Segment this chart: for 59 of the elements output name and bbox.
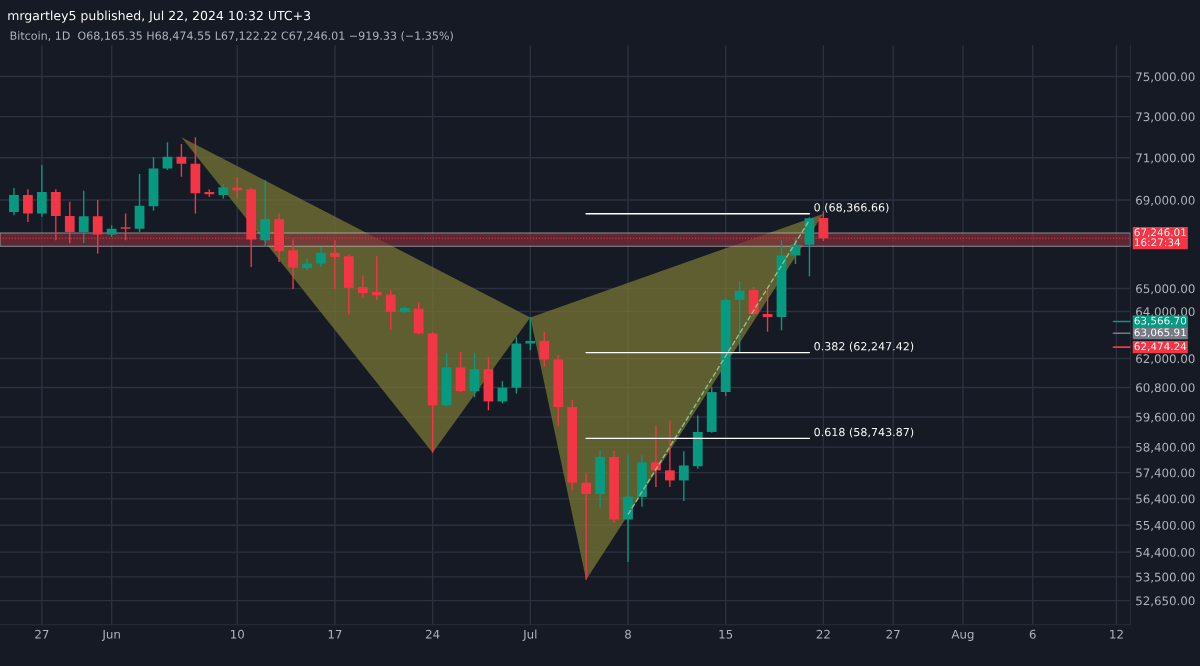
x-tick-label: 12 [1110, 629, 1123, 639]
x-tick-label: 8 [625, 629, 631, 639]
x-tick-label: 27 [886, 629, 900, 639]
candlestick [357, 274, 368, 300]
y-tick-label: 56,400.00 [1136, 494, 1195, 505]
candlestick [651, 424, 661, 488]
candlestick [469, 352, 480, 398]
candlestick [316, 246, 326, 268]
y-tick-label: 60,800.00 [1136, 383, 1195, 394]
candlestick [385, 289, 396, 331]
y-tick-label: 53,500.00 [1136, 572, 1195, 583]
series-label: 0 (68,366.66) [814, 202, 889, 213]
chart-subtitle: Bitcoin, 1D O68,165.35 H68,474.55 L67,122.22 C67,246.01 −919.33 (−1.35%) [10, 31, 453, 42]
candlestick [678, 450, 689, 502]
ref-line-label: 63,566.70 [1134, 316, 1187, 326]
candlestick [762, 287, 773, 333]
ref-line-label: 62,474.24 [1134, 342, 1187, 352]
candlestick [9, 187, 19, 216]
y-tick-label: 52,650.00 [1136, 596, 1195, 607]
y-tick-label: 69,000.00 [1136, 195, 1195, 206]
candlestick [539, 331, 550, 368]
x-tick-label: Jun [101, 629, 120, 641]
x-tick-label: 22 [816, 629, 830, 639]
ref-line-label: 63,065.91 [1134, 328, 1186, 338]
chart-title: mrgartley5 published, Jul 22, 2024 10:32 UTC+3 [8, 10, 311, 23]
y-tick-label: 57,400.00 [1136, 468, 1195, 479]
x-tick-label: 27 [35, 629, 49, 639]
y-tick-label: 75,000.00 [1136, 72, 1195, 83]
candlestick [525, 316, 536, 351]
y-tick-label: 73,000.00 [1136, 112, 1195, 123]
candlestick [581, 472, 592, 581]
candlestick [23, 188, 33, 223]
ref-line-label: 67,246.01 16:27:34 [1134, 228, 1186, 247]
x-tick-label: 15 [719, 629, 733, 639]
x-tick-label: 10 [231, 629, 244, 639]
candlestick [623, 454, 633, 563]
y-tick-label: 55,400.00 [1136, 520, 1195, 532]
candlestick [78, 190, 89, 244]
y-tick-label: 62,000.00 [1136, 354, 1195, 365]
y-tick-label: 58,400.00 [1136, 442, 1195, 453]
candlestick [36, 164, 47, 218]
candlestick [288, 238, 298, 290]
x-tick-label: Jul [522, 629, 537, 641]
candlestick [134, 173, 145, 233]
x-tick-label: Aug [951, 629, 974, 641]
x-tick-label: 24 [425, 629, 440, 639]
x-tick-label: 17 [328, 629, 342, 639]
y-tick-label: 59,600.00 [1136, 412, 1195, 423]
candlestick [664, 419, 675, 488]
series-label: 0.618 (58,743.87) [814, 427, 914, 438]
y-tick-label: 54,400.00 [1136, 547, 1195, 559]
candlestick [734, 280, 745, 354]
y-tick-label: 71,000.00 [1136, 153, 1195, 164]
candlestick [455, 351, 466, 394]
series-label: 0.382 (62,247.42) [814, 341, 914, 352]
y-tick-label: 65,000.00 [1136, 284, 1195, 295]
candlestick [260, 179, 271, 248]
candlestick [176, 143, 187, 178]
x-tick-label: 6 [1029, 629, 1036, 639]
